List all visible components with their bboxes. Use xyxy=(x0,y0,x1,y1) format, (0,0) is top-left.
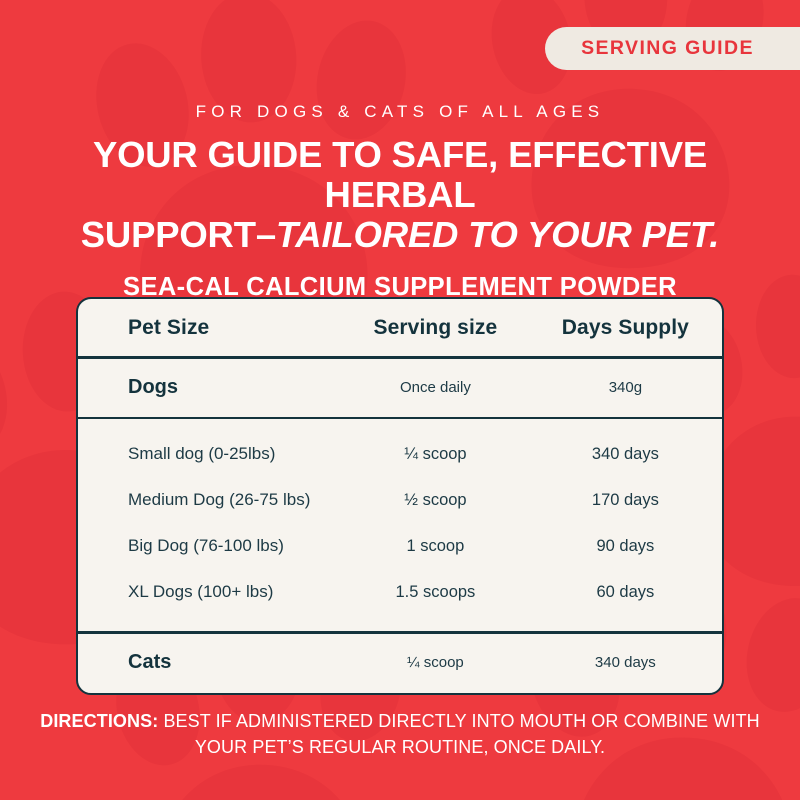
table-row: Big Dog (76-100 lbs) 1 scoop 90 days xyxy=(78,523,722,569)
table-row: XL Dogs (100+ lbs) 1.5 scoops 60 days xyxy=(78,569,722,615)
cell-pet-size: Big Dog (76-100 lbs) xyxy=(128,536,284,555)
cell-days-supply: 340 days xyxy=(591,444,659,463)
table-group-row-cats: Cats ¼ scoop 340 days xyxy=(78,634,722,692)
group-supply-cats: 340 days xyxy=(594,654,656,671)
cell-serving-size: ¼ scoop xyxy=(404,444,467,463)
headline-line-1: YOUR GUIDE TO SAFE, EFFECTIVE HERBAL xyxy=(92,134,708,215)
table-group-row-dogs: Dogs Once daily 340g xyxy=(78,359,722,417)
header-divider xyxy=(78,356,722,359)
serving-guide-badge: SERVING GUIDE xyxy=(545,27,800,70)
cell-serving-size: 1 scoop xyxy=(406,536,465,555)
group-name-dogs: Dogs xyxy=(128,376,178,398)
table-row: Small dog (0-25lbs) ¼ scoop 340 days xyxy=(78,431,722,477)
cell-pet-size: XL Dogs (100+ lbs) xyxy=(128,582,274,601)
directions-label: DIRECTIONS: xyxy=(40,711,159,731)
column-header-serving-size: Serving size xyxy=(373,315,498,339)
table-header-row: Pet Size Serving size Days Supply xyxy=(78,299,722,356)
eyebrow-text: FOR DOGS & CATS OF ALL AGES xyxy=(195,102,605,121)
column-header-pet-size: Pet Size xyxy=(128,315,210,339)
table-row: Medium Dog (26-75 lbs) ½ scoop 170 days xyxy=(78,477,722,523)
dogs-group-divider xyxy=(78,416,722,419)
cell-days-supply: 170 days xyxy=(591,490,659,509)
group-serving-dogs: Once daily xyxy=(399,379,471,396)
headline-dash: – xyxy=(255,214,276,255)
table-spacer-top xyxy=(78,419,722,431)
column-header-days-supply: Days Supply xyxy=(561,315,689,339)
cats-group-divider xyxy=(78,631,722,634)
headline-line-2-italic: TAILORED TO YOUR PET. xyxy=(275,214,720,255)
page-title: YOUR GUIDE TO SAFE, EFFECTIVE HERBAL SUP… xyxy=(0,135,800,255)
group-supply-dogs: 340g xyxy=(608,379,643,396)
cell-days-supply: 60 days xyxy=(596,582,655,601)
cell-serving-size: 1.5 scoops xyxy=(395,582,476,601)
directions-text: DIRECTIONS: BEST IF ADMINISTERED DIRECTL… xyxy=(0,708,800,760)
serving-table-card: Pet Size Serving size Days Supply Dogs O… xyxy=(76,297,724,695)
directions-body: BEST IF ADMINISTERED DIRECTLY INTO MOUTH… xyxy=(163,711,760,757)
cell-pet-size: Small dog (0-25lbs) xyxy=(128,444,276,463)
group-name-cats: Cats xyxy=(128,651,172,673)
cell-serving-size: ½ scoop xyxy=(404,490,467,509)
table-spacer-bottom xyxy=(78,615,722,631)
cell-pet-size: Medium Dog (26-75 lbs) xyxy=(128,490,311,509)
headline-line-2-plain: SUPPORT xyxy=(80,214,256,255)
cell-days-supply: 90 days xyxy=(596,536,655,555)
serving-guide-badge-label: SERVING GUIDE xyxy=(581,37,754,59)
group-serving-cats: ¼ scoop xyxy=(407,654,464,671)
